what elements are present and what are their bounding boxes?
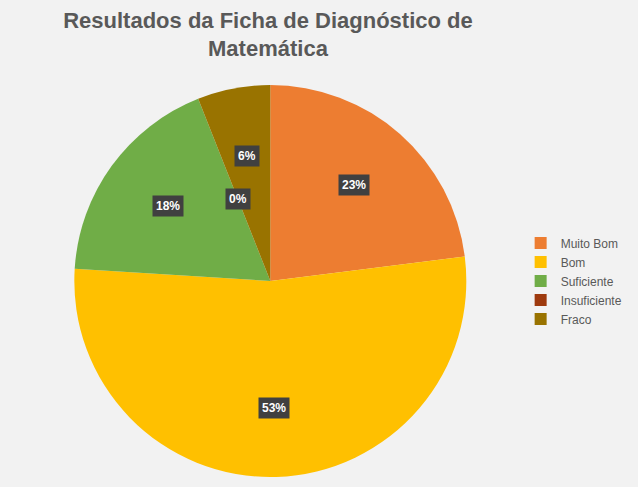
svg-text:Resultados da Ficha de Diagnós: Resultados da Ficha de Diagnóstico deMat… [63, 8, 473, 62]
svg-text:6%: 6% [238, 149, 256, 163]
svg-text:Fraco: Fraco [561, 313, 592, 327]
svg-text:53%: 53% [262, 401, 286, 415]
svg-text:Bom: Bom [561, 256, 586, 270]
svg-text:Insuficiente: Insuficiente [561, 294, 622, 308]
svg-text:23%: 23% [342, 178, 366, 192]
svg-text:0%: 0% [229, 192, 247, 206]
svg-text:Muito Bom: Muito Bom [561, 237, 618, 251]
svg-text:Suficiente: Suficiente [561, 275, 614, 289]
svg-text:18%: 18% [156, 199, 180, 213]
